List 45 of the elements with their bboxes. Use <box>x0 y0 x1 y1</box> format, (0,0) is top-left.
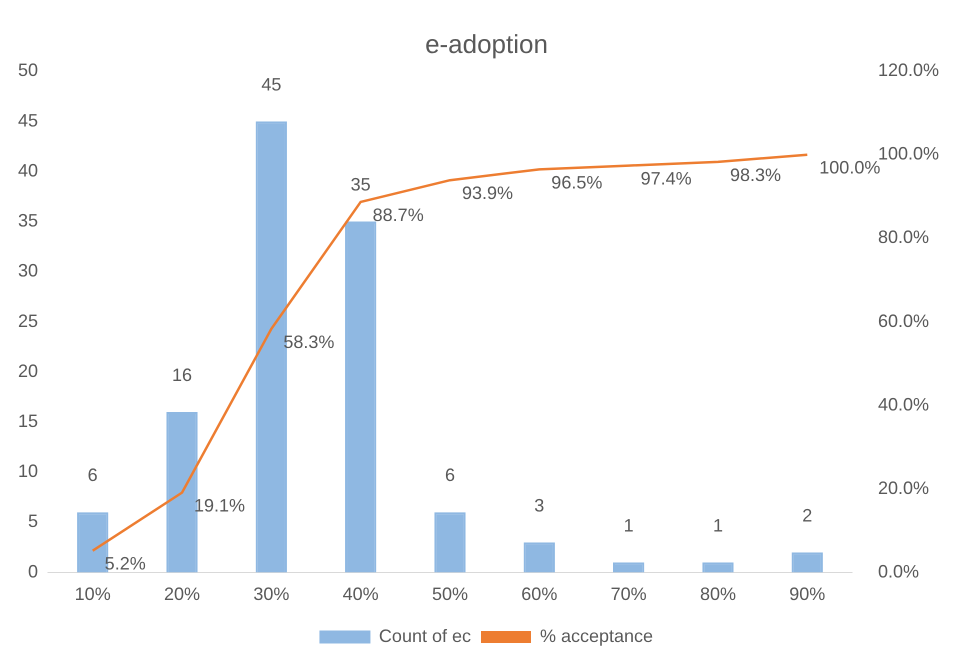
y2-tick-label: 100.0% <box>878 144 940 164</box>
data-label: 96.5% <box>551 172 602 192</box>
y-tick-label: 0 <box>28 561 38 582</box>
y2-tick-label: 20.0% <box>878 478 929 498</box>
y2-tick-label: 40.0% <box>878 394 929 414</box>
data-label: 6 <box>444 465 455 486</box>
y2-tick-label: 0.0% <box>878 561 919 582</box>
y-tick-label: 25 <box>18 310 38 331</box>
data-label: 1 <box>624 515 634 536</box>
y2-tick-label: 120.0% <box>878 60 940 80</box>
x-tick-label: 10% <box>74 584 111 604</box>
y-tick-label: 20 <box>18 360 38 381</box>
x-tick-label: 20% <box>164 584 200 604</box>
x-tick-label: 40% <box>342 584 379 604</box>
y-tick-label: 30 <box>18 260 38 281</box>
y-tick-label: 50 <box>18 60 38 80</box>
data-label: 97.4% <box>640 168 692 189</box>
data-label: 35 <box>350 174 371 195</box>
y-tick-label: 10 <box>18 461 38 482</box>
data-label: 45 <box>261 74 282 94</box>
x-tick-label: 50% <box>432 584 468 604</box>
y-tick-label: 15 <box>18 411 38 432</box>
data-label: 88.7% <box>372 204 424 225</box>
y2-tick-label: 80.0% <box>878 227 929 248</box>
legend-label: % acceptance <box>540 626 654 646</box>
x-tick-label: 80% <box>700 584 736 604</box>
data-label: 93.9% <box>462 183 514 204</box>
data-label: 2 <box>802 505 812 526</box>
data-label: 16 <box>172 364 192 385</box>
y-tick-label: 5 <box>28 511 38 532</box>
y-tick-label: 40 <box>18 160 38 180</box>
y2-tick-label: 60.0% <box>878 310 929 331</box>
data-label: 98.3% <box>730 164 782 185</box>
data-label: 100.0% <box>819 158 880 178</box>
data-label: 3 <box>534 495 544 516</box>
chart-title: e-adoption <box>425 28 548 59</box>
x-tick-label: 70% <box>610 584 647 604</box>
x-tick-label: 60% <box>521 584 558 604</box>
y-tick-label: 35 <box>18 210 38 231</box>
y-tick-label: 45 <box>18 110 38 130</box>
legend-label: Count of ec <box>378 626 471 646</box>
data-label: 1 <box>712 515 723 536</box>
x-tick-label: 30% <box>253 584 290 604</box>
data-label: 6 <box>88 465 98 486</box>
x-tick-label: 90% <box>789 584 826 604</box>
